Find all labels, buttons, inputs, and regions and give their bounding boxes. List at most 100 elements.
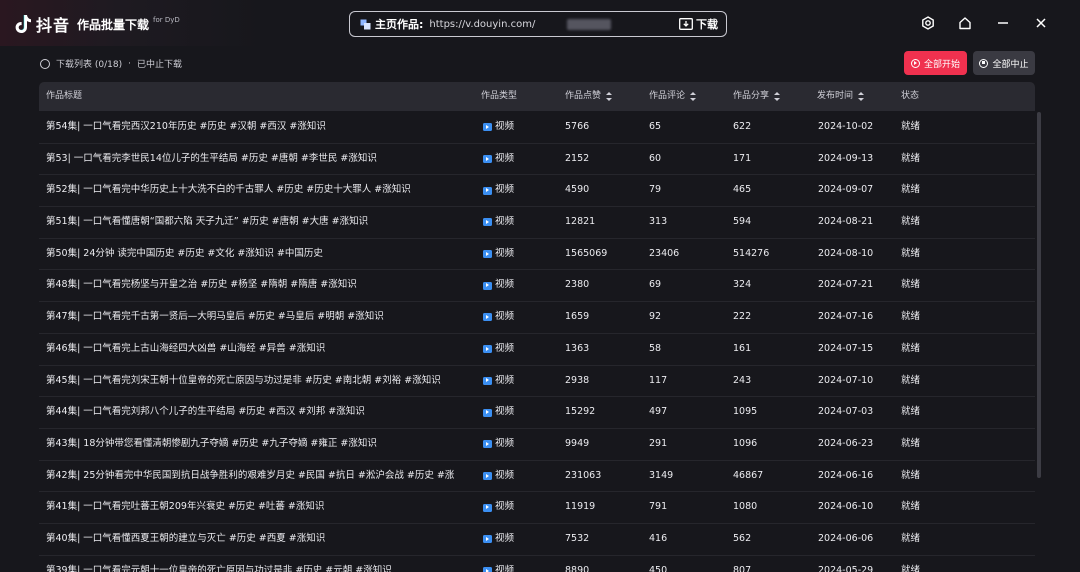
row-likes: 1659 [565,311,590,323]
row-title: 第44集| 一口气看完刘邦八个儿子的生平结局 #历史 #西汉 #刘邦 #涨知识 [46,406,365,418]
row-state: 就绪 [901,184,921,196]
row-type-label: 视频 [495,121,515,132]
row-title: 第41集| 一口气看完吐蕃王朝209年兴衰史 #历史 #吐蕃 #涨知识 [46,501,325,513]
row-type: 视频 [483,556,514,572]
video-icon [483,440,492,449]
row-title: 第42集| 25分钟看完中华民国到抗日战争胜利的艰难岁月史 #民国 #抗日 #淞… [46,469,455,481]
row-date: 2024-07-03 [818,406,874,418]
row-comments: 3149 [649,469,674,481]
row-state: 就绪 [901,279,921,291]
row-comments: 92 [649,311,662,323]
start-all-button[interactable]: 全部开始 [904,51,967,75]
column-likes[interactable]: 作品点赞 [565,82,613,111]
table-header: 作品标题 作品类型 作品点赞 作品评论 作品分享 发布时间 状态 [39,82,1035,111]
row-title: 第45集| 一口气看完刘宋王朝十位皇帝的死亡原因与功过是非 #历史 #南北朝 #… [46,374,441,386]
table-row[interactable]: 第46集| 一口气看完上古山海经四大凶兽 #山海经 #异兽 #涨知识 视频 1363… [39,334,1035,366]
table-row[interactable]: 第47集| 一口气看完千古第一贤后—大明马皇后 #历史 #马皇后 #明朝 #涨知… [39,302,1035,334]
url-input[interactable] [429,18,570,30]
column-title-label: 作品标题 [46,91,83,101]
row-likes: 11919 [565,501,596,513]
row-date: 2024-06-06 [818,532,874,544]
stop-all-label: 全部中止 [992,59,1029,70]
download-table-body: 第54集| 一口气看完西汉210年历史 #历史 #汉朝 #西汉 #涨知识 视频 57… [39,112,1035,572]
table-row[interactable]: 第39集| 一口气看完元朝十一位皇帝的死亡原因与功过是非 #历史 #元朝 #涨知… [39,556,1035,572]
row-comments: 416 [649,532,668,544]
table-row[interactable]: 第50集| 24分钟 读完中国历史 #历史 #文化 #涨知识 #中国历史 视频 15… [39,239,1035,271]
row-title: 第54集| 一口气看完西汉210年历史 #历史 #汉朝 #西汉 #涨知识 [46,121,326,132]
row-type: 视频 [483,429,514,460]
row-shares: 222 [733,311,752,323]
row-type: 视频 [483,112,514,143]
url-label: 主页作品: [375,18,424,31]
row-comments: 497 [649,406,668,418]
row-title: 第47集| 一口气看完千古第一贤后—大明马皇后 #历史 #马皇后 #明朝 #涨知… [46,311,384,323]
row-likes: 2938 [565,374,590,386]
row-state: 就绪 [901,311,921,323]
column-date[interactable]: 发布时间 [817,82,865,111]
row-title: 第46集| 一口气看完上古山海经四大凶兽 #山海经 #异兽 #涨知识 [46,342,326,354]
row-title: 第53| 一口气看完李世民14位儿子的生平结局 #历史 #唐朝 #李世民 #涨知… [46,152,377,164]
row-comments: 117 [649,374,668,386]
row-type: 视频 [483,175,514,206]
row-likes: 1363 [565,342,590,354]
row-likes: 2152 [565,152,590,164]
row-shares: 171 [733,152,752,164]
row-type: 视频 [483,524,514,555]
row-date: 2024-10-02 [818,121,874,132]
table-row[interactable]: 第48集| 一口气看完杨坚与开皇之治 #历史 #杨坚 #隋朝 #隋唐 #涨知识 视… [39,270,1035,303]
row-type: 视频 [483,144,514,175]
download-button[interactable]: 下载 [679,16,718,32]
row-title: 第39集| 一口气看完元朝十一位皇帝的死亡原因与功过是非 #历史 #元朝 #涨知… [46,564,392,572]
table-row[interactable]: 第45集| 一口气看完刘宋王朝十位皇帝的死亡原因与功过是非 #历史 #南北朝 #… [39,366,1035,398]
row-state: 就绪 [901,374,921,386]
row-title: 第50集| 24分钟 读完中国历史 #历史 #文化 #涨知识 #中国历史 [46,247,323,259]
row-type-label: 视频 [495,469,515,481]
column-shares[interactable]: 作品分享 [733,82,781,111]
table-row[interactable]: 第53| 一口气看完李世民14位儿子的生平结局 #历史 #唐朝 #李世民 #涨知… [39,144,1035,176]
row-comments: 69 [649,279,662,291]
minimize-button[interactable] [994,14,1012,32]
row-date: 2024-08-10 [818,247,874,259]
table-row[interactable]: 第40集| 一口气看懂西夏王朝的建立与灭亡 #历史 #西夏 #涨知识 视频 7532… [39,524,1035,556]
row-date: 2024-08-21 [818,216,874,228]
url-bar: 主页作品: 下载 [349,11,727,37]
table-row[interactable]: 第44集| 一口气看完刘邦八个儿子的生平结局 #历史 #西汉 #刘邦 #涨知识 视… [39,397,1035,429]
row-type: 视频 [483,366,514,397]
close-icon [1036,18,1046,28]
row-state: 就绪 [901,152,921,164]
home-page-icon [360,19,371,29]
column-type: 作品类型 [481,82,517,111]
column-comments[interactable]: 作品评论 [649,82,697,111]
home-button[interactable] [956,14,974,32]
table-row[interactable]: 第51集| 一口气看懂唐朝“国都六陷 天子九迁” #历史 #唐朝 #大唐 #涨知… [39,207,1035,239]
row-comments: 23406 [649,247,680,259]
video-icon [483,408,492,417]
table-row[interactable]: 第54集| 一口气看完西汉210年历史 #历史 #汉朝 #西汉 #涨知识 视频 57… [39,112,1035,144]
row-comments: 450 [649,564,668,572]
download-status: 下载列表 (0/18) · 已中止下载 [40,57,182,70]
column-title: 作品标题 [46,82,82,111]
row-type-label: 视频 [495,342,515,354]
row-likes: 231063 [565,469,602,481]
settings-button[interactable] [919,14,937,32]
row-state: 就绪 [901,216,921,228]
table-scrollbar[interactable] [1037,112,1041,478]
row-title: 第48集| 一口气看完杨坚与开皇之治 #历史 #杨坚 #隋朝 #隋唐 #涨知识 [46,279,357,291]
row-type-label: 视频 [495,437,515,449]
row-type: 视频 [483,492,514,523]
row-type: 视频 [483,270,514,301]
video-icon [483,376,492,385]
row-shares: 161 [733,342,752,354]
row-likes: 9949 [565,437,590,449]
close-button[interactable] [1032,14,1050,32]
row-date: 2024-05-29 [818,564,874,572]
table-row[interactable]: 第42集| 25分钟看完中华民国到抗日战争胜利的艰难岁月史 #民国 #抗日 #淞… [39,461,1035,493]
row-likes: 7532 [565,532,590,544]
row-type: 视频 [483,461,514,492]
table-row[interactable]: 第52集| 一口气看完中华历史上十大洗不白的千古罪人 #历史 #历史十大罪人 #… [39,175,1035,208]
app-logo: 抖音 作品批量下载 for DyD [14,12,180,36]
stop-all-button[interactable]: 全部中止 [973,51,1035,75]
row-title: 第40集| 一口气看懂西夏王朝的建立与灭亡 #历史 #西夏 #涨知识 [46,532,326,544]
table-row[interactable]: 第43集| 18分钟带您看懂清朝惨剧九子夺嫡 #历史 #九子夺嫡 #雍正 #涨知… [39,429,1035,461]
table-row[interactable]: 第41集| 一口气看完吐蕃王朝209年兴衰史 #历史 #吐蕃 #涨知识 视频 119… [39,492,1035,524]
